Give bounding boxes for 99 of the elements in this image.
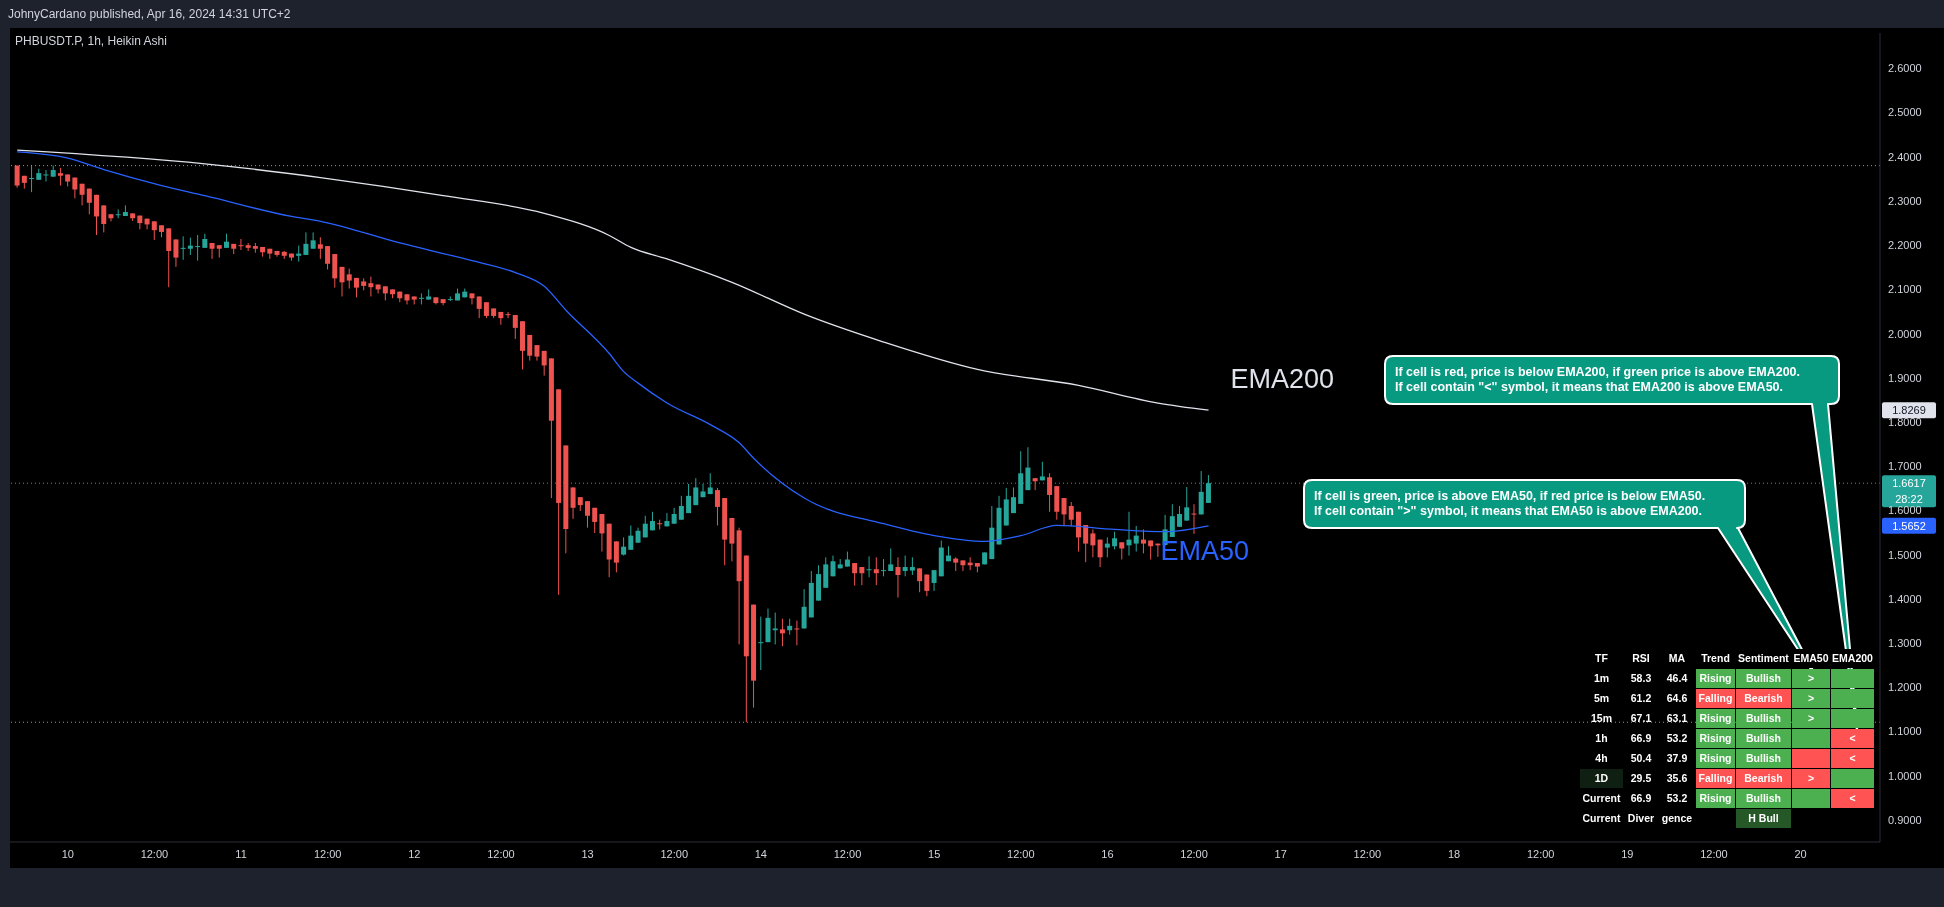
text: 58.3 [1630,672,1652,684]
x-tick-label: 17 [1274,847,1287,860]
text: 28:22 [1895,493,1923,506]
y-tick-label: 1.9000 [1888,371,1922,384]
text: Current [1582,812,1621,824]
text: Bullish [1745,752,1781,764]
category-label: Sentiment [1736,649,1791,668]
text: Falling [1698,692,1733,704]
text: Bullish [1745,672,1781,684]
text: 1.8269 [1892,404,1926,417]
y-tick-label: 1.0000 [1888,769,1922,782]
text: > [1807,672,1815,684]
y-tick-label: 1.3000 [1888,636,1922,649]
text: 35.6 [1666,772,1688,784]
x-tick-label: 18 [1447,847,1461,860]
text: Diver [1627,812,1655,824]
text: 1D [1594,772,1609,784]
series-label: EMA50 [1160,535,1250,566]
chart-title: JohnyCardano published, Apr 16, 2024 14:31 UTC+2 [7,6,292,23]
x-tick-label: 12:00 [1526,847,1555,860]
x-tick-label: 12:00 [1180,847,1208,860]
text: 1.5652 [1892,519,1926,532]
y-tick-label: 2.6000 [1888,62,1922,75]
x-tick-label: 12:00 [313,847,342,860]
x-tick-label: 12 [408,847,421,860]
x-tick-label: 12:00 [833,847,862,860]
text: < [1849,792,1856,804]
y-tick-label: 2.1000 [1888,283,1922,296]
text: 53.2 [1666,732,1688,744]
text: 61.2 [1630,692,1652,704]
text: Rising [1699,792,1732,804]
x-tick-label: 14 [754,847,768,860]
y-tick-label: 1.6000 [1888,504,1922,517]
text: > [1807,772,1815,784]
text: 53.2 [1666,792,1688,804]
y-tick-label: 2.3000 [1888,194,1922,207]
x-tick-label: 12:00 [660,847,689,860]
text: gence [1661,812,1693,824]
text: 5m [1593,692,1610,704]
y-tick-label: 1.7000 [1888,460,1922,473]
text: Rising [1699,712,1732,724]
x-tick-label: 20 [1794,847,1807,860]
text: 4h [1595,752,1608,764]
category-label: EMA50 [1792,649,1830,668]
text: > [1807,692,1815,704]
text: 66.9 [1630,792,1652,804]
y-tick-label: 1.5000 [1888,548,1922,561]
text: 29.5 [1630,772,1652,784]
text: Bullish [1745,712,1781,724]
text: Rising [1699,732,1732,744]
y-tick-label: 2.0000 [1888,327,1922,340]
x-tick-label: 12:00 [140,847,169,860]
y-tick-label: 1.8000 [1888,415,1922,428]
x-tick-label: 12:00 [1007,847,1035,860]
x-tick-label: 16 [1101,847,1114,860]
x-tick-label: 19 [1621,847,1634,860]
chart-subtitle: PHBUSDT.P, 1h, Heikin Ashi [15,34,167,48]
text: 1h [1595,732,1608,744]
y-tick-label: 1.4000 [1888,592,1922,605]
ref-line-label: 1.6617 [1892,477,1926,490]
y-tick-label: 1.2000 [1888,681,1922,694]
text: H Bull [1748,812,1779,824]
x-tick-label: 12:00 [1700,847,1728,860]
text: 1m [1593,672,1610,684]
x-tick-label: 13 [581,847,594,860]
text: Rising [1699,672,1732,684]
x-tick-label: 10 [61,847,74,860]
text: Rising [1699,752,1732,764]
text: 37.9 [1666,752,1688,764]
y-tick-label: 2.2000 [1888,239,1922,252]
x-tick-label: 12:00 [487,847,515,860]
category-label: TF [1580,649,1623,668]
text: 67.1 [1630,712,1652,724]
y-tick-label: 2.5000 [1888,106,1922,119]
text: > [1807,712,1815,724]
text: Bearish [1744,772,1783,784]
x-tick-label: 11 [235,847,247,860]
x-tick-label: 12:00 [1353,847,1382,860]
y-tick-label: 1.1000 [1888,725,1922,738]
y-tick-label: 2.4000 [1888,150,1922,163]
text: Bullish [1745,732,1781,744]
text: 63.1 [1666,712,1688,724]
category-label: EMA200 [1831,649,1874,668]
text: Falling [1698,772,1733,784]
text: 15m [1590,712,1612,724]
annotation: If cell is green, price is above EMA50, if red price is below EMA50. If cell contain ">" symbol, it means that EMA50 is above EMA200. [1314,489,1706,519]
text: Bearish [1744,692,1783,704]
text: 64.6 [1666,692,1688,704]
text: < [1849,752,1856,764]
text: 66.9 [1630,732,1652,744]
text: Current [1582,792,1621,804]
annotation: If cell is red, price is below EMA200, if green price is above EMA200. If cell contain "<" symbol, it means that EMA200 is above EMA50. [1395,365,1801,395]
text: Bullish [1745,792,1781,804]
text: 46.4 [1666,672,1688,684]
series-label: EMA200 [1230,364,1335,395]
y-tick-label: 0.9000 [1888,813,1922,826]
text: 50.4 [1630,752,1652,764]
x-tick-label: 15 [928,847,941,860]
text: < [1849,732,1856,744]
